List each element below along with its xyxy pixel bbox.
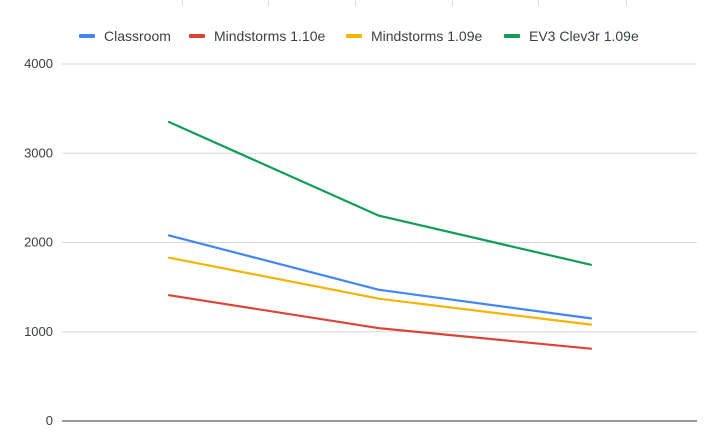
legend-label-ev3-clev3r-109e: EV3 Clev3r 1.09e (529, 28, 639, 44)
top-edge-dividers (0, 0, 706, 6)
series-lines (167, 120, 593, 350)
legend-item-mindstorms-110e: Mindstorms 1.10e (189, 26, 325, 46)
y-tick-label: 1000 (24, 324, 53, 339)
y-axis-tick-labels: 0 1000 2000 3000 4000 (24, 56, 53, 428)
legend-swatch-classroom (79, 34, 95, 38)
y-tick-label: 2000 (24, 235, 53, 250)
legend-swatch-mindstorms-110e (189, 34, 205, 38)
y-tick-label: 0 (46, 413, 53, 428)
legend-label-mindstorms-109e: Mindstorms 1.09e (371, 28, 483, 44)
series-line-classroom (167, 234, 593, 320)
legend-item-mindstorms-109e: Mindstorms 1.09e (346, 26, 482, 46)
y-tick-label: 3000 (24, 145, 53, 160)
legend-swatch-ev3-clev3r-109e (504, 34, 520, 38)
legend-label-mindstorms-110e: Mindstorms 1.10e (214, 28, 326, 44)
series-line-mindstorms-1-09e (167, 256, 593, 326)
chart-legend: Classroom Mindstorms 1.10e Mindstorms 1.… (0, 26, 706, 46)
series-line-ev3-clev3r-1-09e (167, 120, 593, 266)
series-line-mindstorms-1-10e (167, 294, 593, 350)
legend-swatch-mindstorms-109e (346, 34, 362, 38)
legend-item-ev3-clev3r-109e: EV3 Clev3r 1.09e (504, 26, 639, 46)
legend-item-classroom: Classroom (79, 26, 171, 46)
y-tick-label: 4000 (24, 56, 53, 71)
gridlines (62, 63, 697, 333)
legend-label-classroom: Classroom (104, 28, 171, 44)
